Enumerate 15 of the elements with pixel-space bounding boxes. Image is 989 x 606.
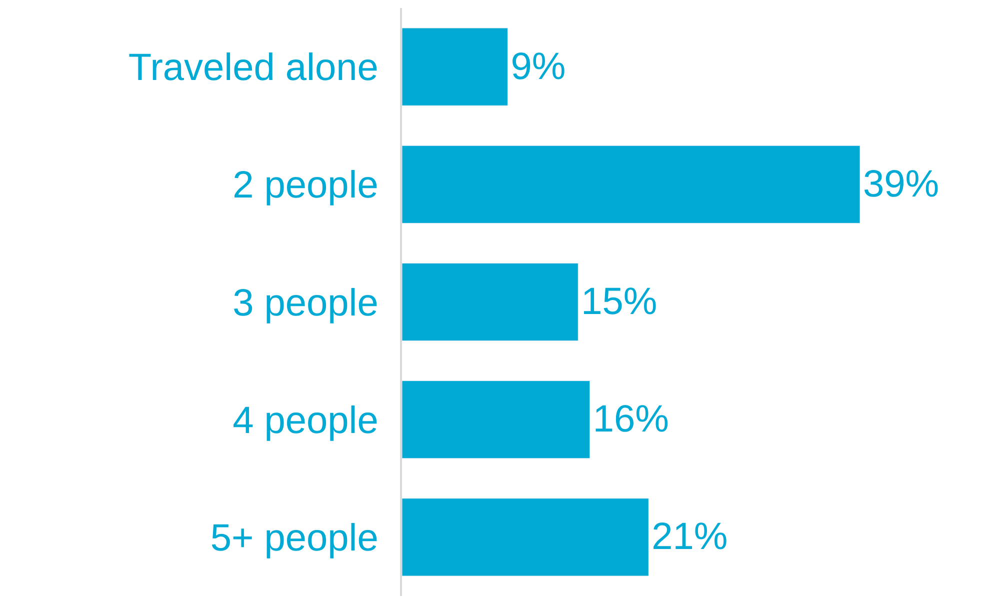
data-label: 16%: [592, 398, 669, 441]
y-tick-label: Traveled alone: [128, 47, 378, 90]
y-tick-label: 3 people: [232, 282, 378, 324]
y-tick-label: 4 people: [232, 400, 378, 442]
bar: [402, 380, 590, 459]
data-label: 21%: [652, 516, 728, 558]
y-tick-label: 5+ people: [210, 518, 378, 560]
data-label: 15%: [581, 281, 658, 323]
data-label: 39%: [863, 163, 940, 206]
bar: [402, 262, 578, 342]
bar: [402, 145, 860, 224]
data-label: 9%: [510, 46, 566, 88]
y-tick-label: 2 people: [232, 164, 378, 207]
bar: [402, 28, 508, 106]
bar: [402, 498, 649, 576]
